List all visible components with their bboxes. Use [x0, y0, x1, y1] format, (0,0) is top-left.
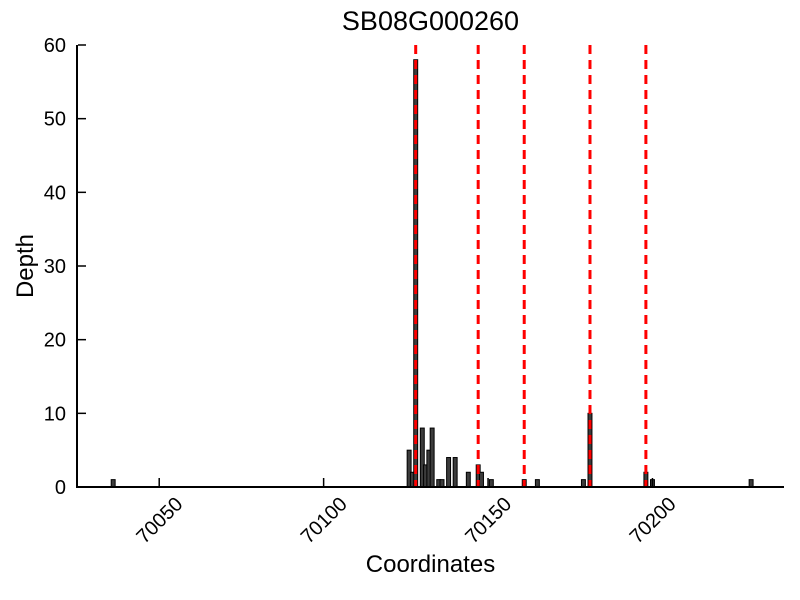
depth-bar [439, 479, 445, 488]
depth-bar [488, 479, 494, 488]
depth-bar [446, 457, 452, 488]
y-tick-label: 20 [44, 330, 66, 352]
y-tick-label: 0 [55, 477, 66, 499]
depth-bar [534, 479, 540, 488]
y-tick-label: 30 [44, 256, 66, 278]
depth-bar [110, 479, 116, 488]
y-tick-label: 50 [44, 109, 66, 131]
depth-bar [465, 471, 471, 488]
depth-bar [479, 471, 484, 488]
depth-bar [429, 427, 435, 488]
x-tick-label: 70200 [626, 493, 681, 548]
y-axis-label: Depth [12, 233, 39, 299]
y-tick-label: 60 [44, 35, 66, 57]
x-axis-label: Coordinates [365, 551, 496, 578]
chart-title: SB08G000260 [341, 6, 520, 36]
depth-bar [580, 479, 586, 488]
y-tick-label: 40 [44, 182, 66, 204]
depth-bar [748, 479, 754, 488]
x-tick-label: 70150 [461, 493, 516, 548]
x-tick-label: 70100 [297, 493, 352, 548]
x-tick-label: 70050 [132, 493, 187, 548]
y-tick-label: 10 [44, 403, 66, 425]
depth-bar [452, 457, 458, 488]
